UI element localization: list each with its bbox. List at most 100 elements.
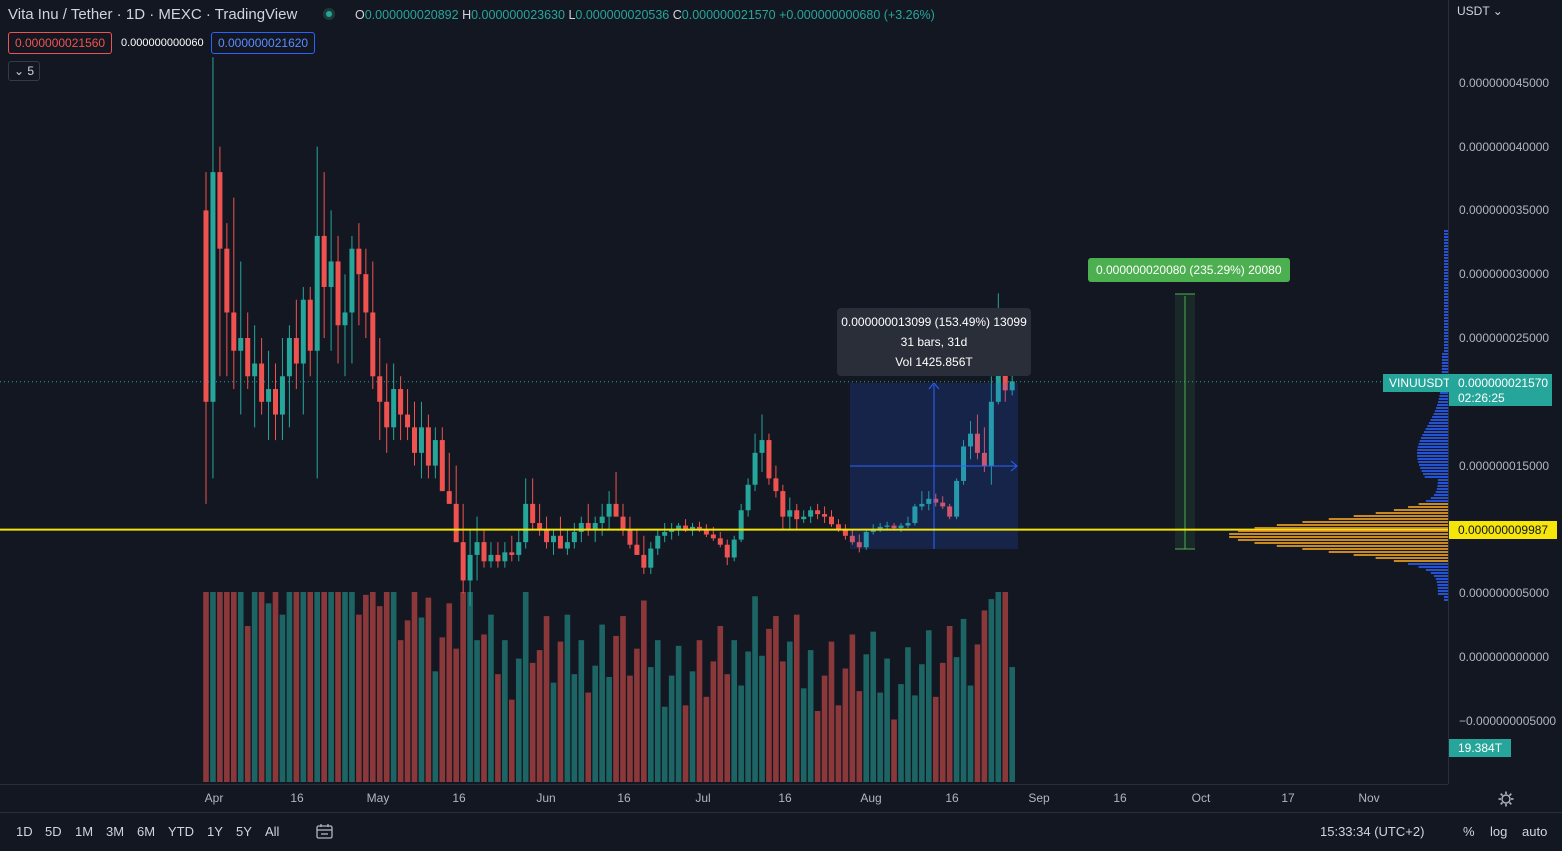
buy-button[interactable]: 0.000000021620 [211,32,316,54]
volume-profile-row [1444,326,1448,328]
volume-profile-row [1444,284,1448,286]
candle-body [842,529,848,536]
candle-body [557,535,563,549]
candle-body [307,299,313,351]
volume-profile-row [1434,410,1448,412]
range-bars: 31 bars, 31d [900,335,968,349]
timeframe-button-3m[interactable]: 3M [106,824,125,839]
candle-body [474,542,480,555]
volume-bar [279,614,286,782]
close-label: C [672,8,682,22]
volume-bar [592,665,598,782]
chart-canvas[interactable] [0,0,1448,784]
volume-bar [752,596,758,782]
volume-profile-row [1418,461,1448,463]
candle-body [884,525,890,527]
volume-bar [703,696,710,782]
volume-profile-row [1441,368,1448,370]
candle-body [919,503,925,507]
calendar-range-icon[interactable] [315,823,335,841]
candle-body [398,389,404,415]
change-value: +0.000000000680 (+3.26%) [779,8,935,22]
symbol-title[interactable]: Vita Inu / Tether · 1D · MEXC · TradingV… [8,6,298,23]
time-axis-tick: 16 [1113,791,1127,805]
volume-bar [828,641,835,782]
volume-profile-row [1430,497,1448,499]
clock[interactable]: 15:33:34 (UTC+2) [1320,824,1425,839]
candle-body [266,389,272,402]
volume-profile-row [1444,260,1448,262]
volume-profile-row [1444,302,1448,304]
chart-pane[interactable]: Vita Inu / Tether · 1D · MEXC · TradingV… [0,0,1448,784]
timeframe-button-1d[interactable]: 1D [16,824,33,839]
volume-profile-row [1417,455,1448,457]
volume-profile-row [1436,407,1448,409]
time-axis-tick: 16 [778,791,792,805]
volume-profile-row [1375,557,1448,559]
candle-body [467,554,473,581]
volume-profile-row [1254,542,1448,544]
volume-profile-row [1237,539,1448,541]
volume-profile-row [1276,545,1448,547]
volume-profile-row [1444,236,1448,238]
volume-bar [460,592,466,782]
candle-body [224,248,230,313]
volume-profile-row [1430,572,1448,574]
timeframe-button-6m[interactable]: 6M [137,824,156,839]
last-price-value: 0.000000021570 [1458,376,1549,390]
candle-body [321,235,327,287]
volume-bar [335,592,341,782]
volume-profile-row [1408,563,1448,565]
timeframe-button-1y[interactable]: 1Y [207,824,223,839]
volume-profile-row [1418,503,1448,505]
time-axis-tick: Nov [1358,791,1380,805]
volume-bar [939,662,946,782]
volume-profile-row [1444,233,1448,235]
volume-bar [300,592,307,782]
volume-profile-row [1444,329,1448,331]
timeframe-button-1m[interactable]: 1M [75,824,94,839]
volume-profile-row [1444,275,1448,277]
volume-profile-row [1437,593,1448,595]
candle-body [370,312,376,377]
price-scale[interactable]: USDT ⌄ 0.000000045000 0.000000040000 0.000… [1383,0,1562,784]
currency-selector[interactable]: USDT ⌄ [1457,4,1503,18]
volume-bar [376,606,383,782]
volume-bar [613,635,619,782]
timeframe-button-5d[interactable]: 5D [45,824,62,839]
percent-scale-toggle[interactable]: % [1463,824,1475,839]
candle-body [509,552,515,555]
volume-profile-row [1444,254,1448,256]
log-scale-toggle[interactable]: log [1490,824,1508,839]
volume-bar [217,592,223,782]
candle-body [696,526,702,530]
candle-body [599,516,605,524]
volume-bar [515,658,522,782]
candle-body [537,523,543,530]
market-status-icon[interactable] [323,8,335,20]
candle-body [724,544,730,558]
timeframe-button-all[interactable]: All [265,824,280,839]
timeframe-button-5y[interactable]: 5Y [236,824,252,839]
volume-profile-row [1437,587,1448,589]
auto-scale-toggle[interactable]: auto [1522,824,1548,839]
volume-bar [717,626,724,782]
volume-profile-row [1423,431,1448,433]
volume-profile-row [1424,476,1448,478]
time-axis[interactable]: Apr 16 May 16 Jun 16 Jul 16 Aug 16 Sep 16 Oct 17 Nov [0,784,1514,813]
timeframe-button-ytd[interactable]: YTD [168,824,194,839]
candle-body [551,535,556,543]
volume-bar [467,592,473,782]
gear-icon[interactable] [1497,790,1515,808]
volume-profile-row [1437,584,1448,586]
time-axis-tick: Jul [695,791,711,805]
candle-body [627,529,633,545]
volume-bar [557,641,564,782]
high-value: 0.000000023630 [471,8,565,22]
volume-bar [648,667,654,782]
sell-button[interactable]: 0.000000021560 [8,32,113,54]
volume-profile-row [1435,491,1448,493]
volume-bar [835,705,842,782]
indicators-toggle[interactable]: ⌄ 5 [8,61,40,81]
candle-body [662,531,668,536]
